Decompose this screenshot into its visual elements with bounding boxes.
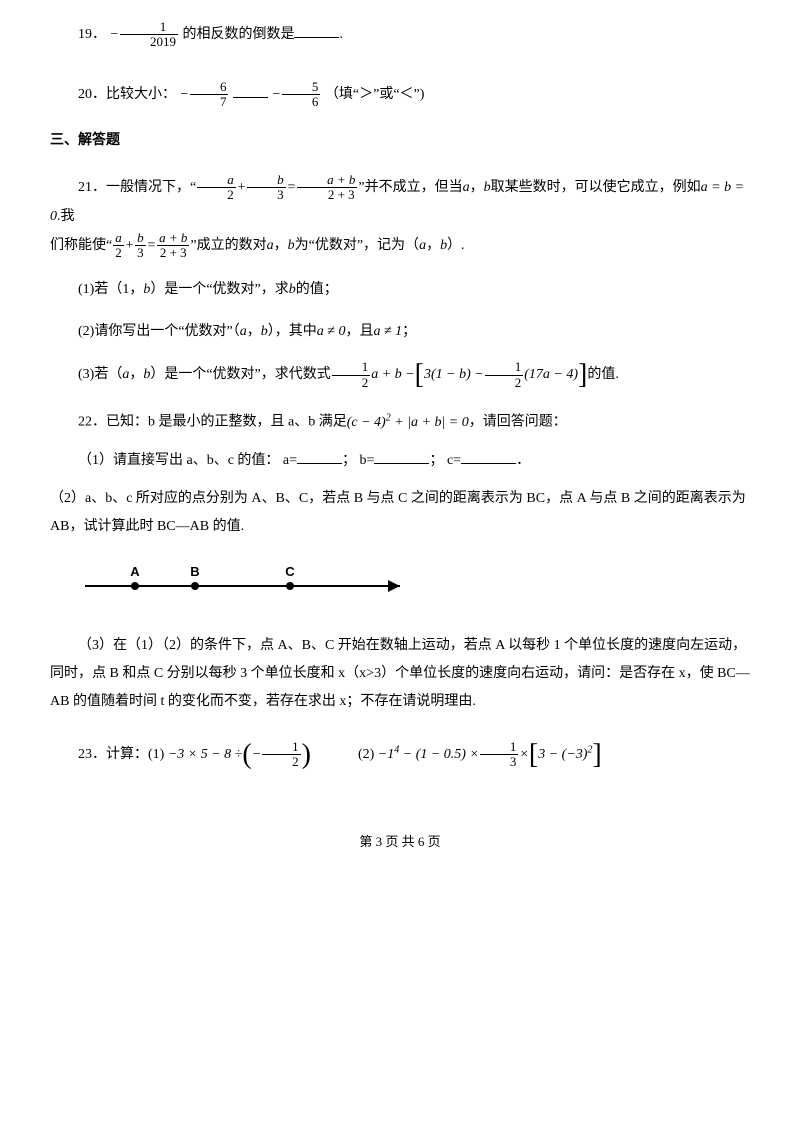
section-3-title: 三、解答题 (50, 127, 750, 155)
page-footer: 第 3 页 共 6 页 (50, 829, 750, 855)
question-23: 23．计算：(1) −3 × 5 − 8 ÷(−12) (2) −14 − (1… (50, 740, 750, 770)
q20-number: 20 (78, 87, 92, 102)
q21-line1: 21．一般情况下，“a2+b3=a + b2 + 3”并不成立，但当a，b取某些… (50, 173, 750, 231)
number-line: A B C (80, 561, 750, 612)
blank-input[interactable] (374, 449, 429, 464)
q22-part1: （1）请直接写出 a、b、c 的值： a=； b=； c=． (50, 447, 750, 475)
question-19: 19． −12019 的相反数的倒数是. (50, 20, 750, 50)
q19-number: 19 (78, 27, 92, 42)
q22-part3: （3）在（1）（2）的条件下，点 A、B、C 开始在数轴上运动，若点 A 以每秒… (50, 632, 750, 716)
question-21: 21．一般情况下，“a2+b3=a + b2 + 3”并不成立，但当a，b取某些… (50, 173, 750, 390)
blank-input[interactable] (297, 449, 342, 464)
blank-input[interactable] (294, 23, 339, 38)
blank-input[interactable] (461, 449, 516, 464)
q21-part3: (3)若（a，b）是一个“优数对”，求代数式12a + b −[3(1 − b)… (50, 360, 750, 390)
question-22: 22．已知：b 是最小的正整数，且 a、b 满足(c − 4)2 + |a + … (50, 408, 750, 716)
question-20: 20．比较大小： −67 −56 （填“＞”或“＜”) (50, 80, 750, 110)
q22-stem: 22．已知：b 是最小的正整数，且 a、b 满足(c − 4)2 + |a + … (50, 408, 750, 437)
q21-part1: (1)若（1，b）是一个“优数对”，求b的值； (50, 276, 750, 304)
point-a-label: A (130, 564, 140, 579)
q22-part2: （2）a、b、c 所对应的点分别为 A、B、C，若点 B 与点 C 之间的距离表… (50, 485, 750, 541)
blank-input[interactable] (233, 83, 268, 98)
q21-line2: 们称能使“a2+b3=a + b2 + 3”成立的数对a，b为“优数对”，记为（… (50, 231, 750, 261)
q21-part2: (2)请你写出一个“优数对”（a，b），其中a ≠ 0，且a ≠ 1； (50, 318, 750, 346)
q19-fraction: −12019 (110, 27, 183, 42)
point-c-label: C (285, 564, 295, 579)
point-b-label: B (190, 564, 199, 579)
